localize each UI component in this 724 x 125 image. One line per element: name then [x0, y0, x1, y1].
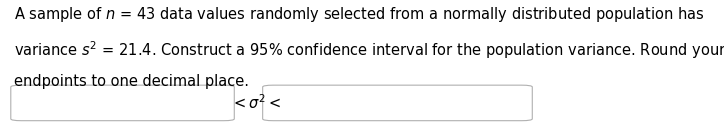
Text: endpoints to one decimal place.: endpoints to one decimal place. — [14, 74, 249, 88]
FancyBboxPatch shape — [263, 85, 532, 121]
FancyBboxPatch shape — [11, 85, 235, 121]
Text: A sample of $n$ = 43 data values randomly selected from a normally distributed p: A sample of $n$ = 43 data values randoml… — [14, 5, 705, 24]
Text: variance $s^2$ = 21.4. Construct a 95% confidence interval for the population va: variance $s^2$ = 21.4. Construct a 95% c… — [14, 39, 724, 61]
Text: $< \sigma^2 <$: $< \sigma^2 <$ — [231, 94, 281, 112]
